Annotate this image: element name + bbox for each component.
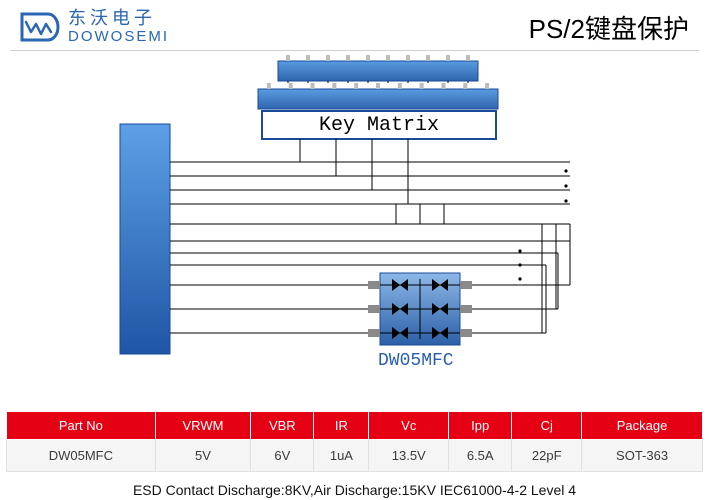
table-cell: DW05MFC bbox=[7, 440, 156, 472]
table-header-row: Part NoVRWMVBRIRVcIppCjPackage bbox=[7, 412, 703, 440]
logo-block: 东沃电子 DOWOSEMI bbox=[18, 6, 169, 48]
table-cell: 22pF bbox=[512, 440, 582, 472]
table-cell: 6V bbox=[251, 440, 314, 472]
table-header-cell: VBR bbox=[251, 412, 314, 440]
table-header-cell: Ipp bbox=[449, 412, 512, 440]
page-title: PS/2键盘保护 bbox=[529, 9, 689, 46]
table-cell: 5V bbox=[155, 440, 251, 472]
logo-icon bbox=[18, 6, 60, 48]
circuit-diagram: Key Matrix DW05MFC bbox=[0, 51, 709, 411]
table-header-cell: Cj bbox=[512, 412, 582, 440]
table-cell: SOT-363 bbox=[582, 440, 703, 472]
chip-label: DW05MFC bbox=[378, 351, 454, 371]
spec-table: Part NoVRWMVBRIRVcIppCjPackage DW05MFC5V… bbox=[6, 411, 703, 472]
brand-name-en: DOWOSEMI bbox=[68, 29, 169, 46]
brand-name-cn: 东沃电子 bbox=[68, 9, 169, 29]
table-header-cell: Part No bbox=[7, 412, 156, 440]
table-header-cell: Package bbox=[582, 412, 703, 440]
table-cell: 13.5V bbox=[369, 440, 449, 472]
table-header-cell: IR bbox=[314, 412, 369, 440]
table-cell: 1uA bbox=[314, 440, 369, 472]
table-row: DW05MFC5V6V1uA13.5V6.5A22pFSOT-363 bbox=[7, 440, 703, 472]
header: 东沃电子 DOWOSEMI PS/2键盘保护 bbox=[0, 0, 709, 50]
table-header-cell: Vc bbox=[369, 412, 449, 440]
key-matrix-label: Key Matrix bbox=[262, 114, 496, 137]
table-header-cell: VRWM bbox=[155, 412, 251, 440]
table-cell: 6.5A bbox=[449, 440, 512, 472]
footer-note: ESD Contact Discharge:8KV,Air Discharge:… bbox=[0, 482, 709, 498]
